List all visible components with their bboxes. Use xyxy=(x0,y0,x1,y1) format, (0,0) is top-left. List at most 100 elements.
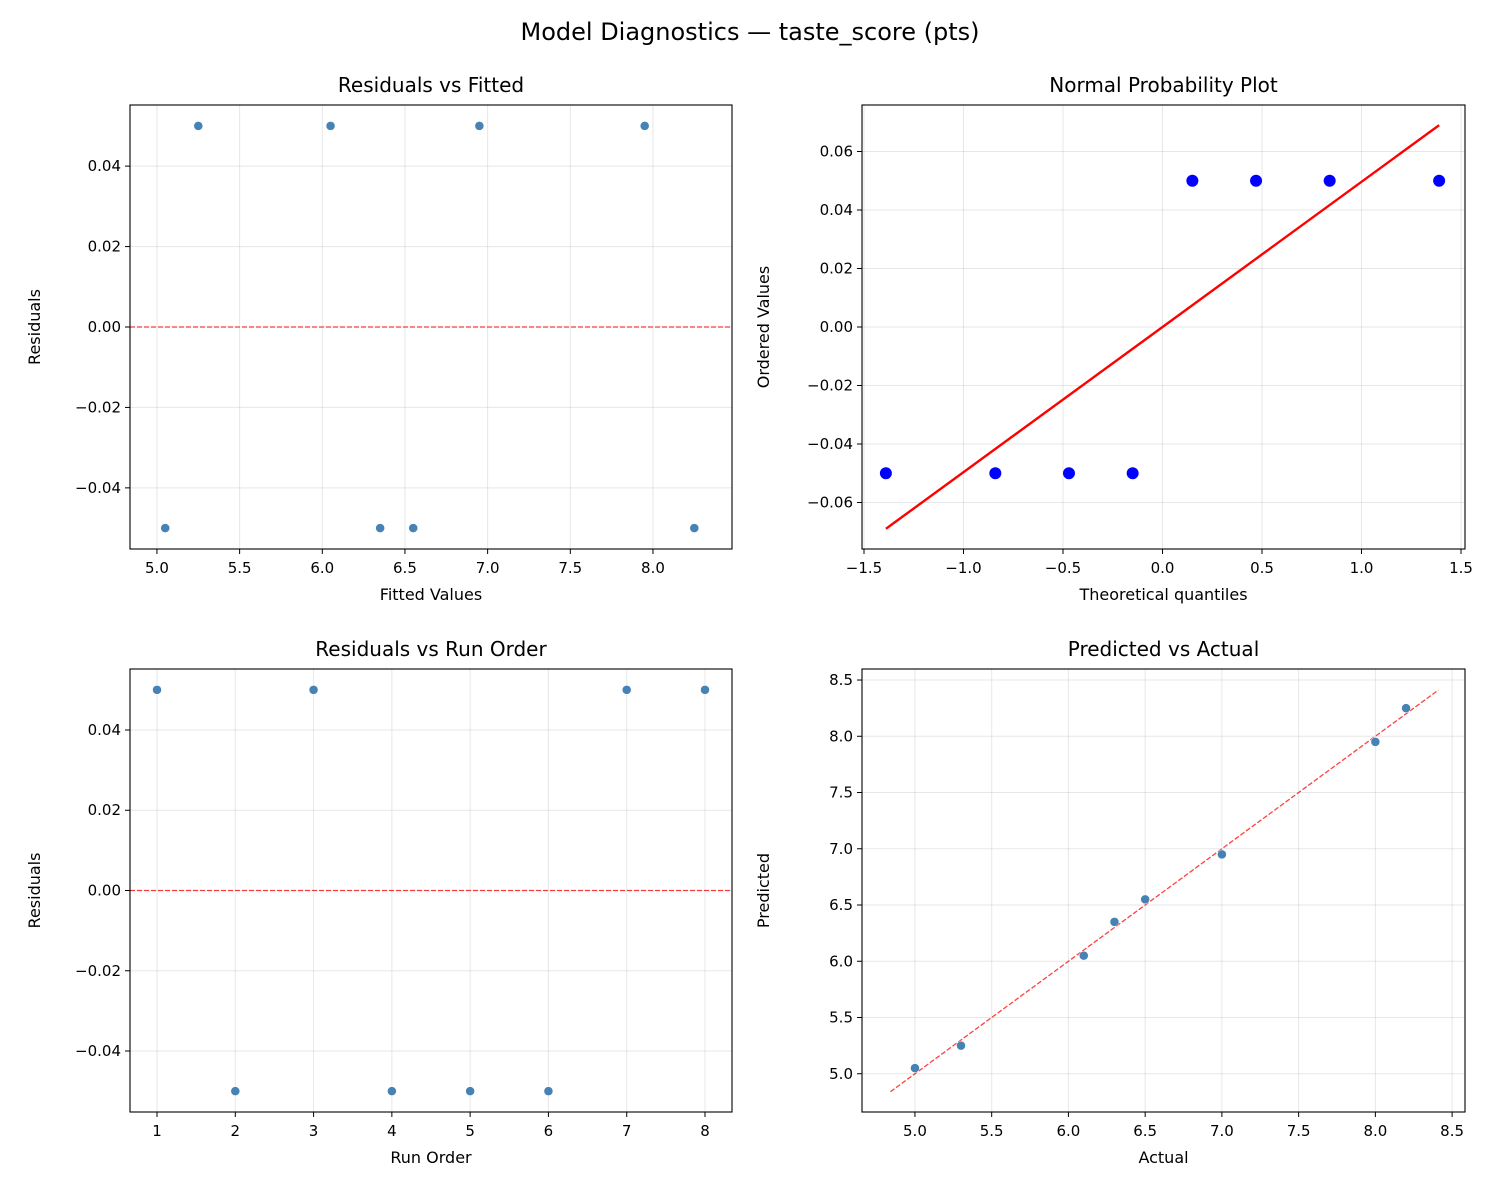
data-point xyxy=(1217,849,1227,860)
data-point xyxy=(1186,174,1199,187)
x-tick-label: 5.0 xyxy=(903,1122,927,1140)
data-point xyxy=(375,523,385,533)
y-tick-label: 0.00 xyxy=(88,318,121,336)
data-point xyxy=(956,1040,966,1051)
y-tick-label: 8.0 xyxy=(829,727,853,745)
subplot-2: −1.5 −1.0 −0.5 0.0 0.5 1.0 1.5 −0.06 −0.04 −0.02 0… xyxy=(754,73,1473,604)
y-tick-label: 6.5 xyxy=(829,896,853,914)
subplot-title: Residuals vs Run Order xyxy=(315,637,547,661)
y-tick-label: 0.02 xyxy=(88,801,121,819)
x-tick-label: 4 xyxy=(387,1122,397,1140)
x-axis-label: Actual xyxy=(1138,1148,1188,1167)
x-tick-label: 7.0 xyxy=(1210,1122,1234,1140)
subplot-4: 5.0 5.5 6.0 6.5 7.0 7.5 8.0 8.5 5.0 5.5 6.0 6.5 7.0 7… xyxy=(754,637,1466,1167)
x-tick-label: 8.5 xyxy=(1440,1122,1464,1140)
y-tick-label: 0.04 xyxy=(88,721,121,739)
x-tick-label: 1 xyxy=(152,1122,162,1140)
data-point xyxy=(1062,467,1075,480)
y-tick-label: −0.04 xyxy=(75,479,121,497)
data-point xyxy=(1323,174,1336,187)
x-axis-label: Run Order xyxy=(390,1148,472,1167)
x-tick-label: −1.0 xyxy=(945,559,981,577)
x-tick-label: 1.0 xyxy=(1350,559,1374,577)
y-tick-label: 0.00 xyxy=(88,882,121,900)
x-tick-label: 7 xyxy=(622,1122,632,1140)
axes-frame xyxy=(129,668,733,1113)
y-tick-label: −0.06 xyxy=(807,493,853,511)
y-tick-label: −0.02 xyxy=(807,376,853,394)
y-axis-label: Residuals xyxy=(25,289,44,365)
subplot-title: Residuals vs Fitted xyxy=(338,73,524,97)
y-axis-label: Predicted xyxy=(754,853,773,928)
data-point xyxy=(689,523,700,533)
y-tick-label: 6.0 xyxy=(829,952,853,970)
data-point xyxy=(1401,703,1411,713)
x-tick-label: 3 xyxy=(309,1122,319,1140)
y-tick-label: 0.02 xyxy=(88,238,121,256)
y-tick-label: −0.04 xyxy=(807,435,853,453)
x-tick-label: 1.5 xyxy=(1449,559,1473,577)
data-point xyxy=(1250,174,1263,187)
x-tick-label: 6.5 xyxy=(1133,1122,1157,1140)
x-tick-label: 5.5 xyxy=(980,1122,1004,1140)
y-axis-label: Residuals xyxy=(25,853,44,929)
y-tick-label: 7.0 xyxy=(829,840,853,858)
subplot-title: Predicted vs Actual xyxy=(1068,637,1260,661)
x-tick-label: 7.5 xyxy=(558,559,582,577)
data-point xyxy=(474,121,485,131)
data-point xyxy=(1370,737,1381,747)
x-tick-label: 0.0 xyxy=(1151,559,1175,577)
data-point xyxy=(989,467,1002,480)
data-point xyxy=(621,685,632,695)
data-point xyxy=(230,1086,241,1096)
x-axis-label: Fitted Values xyxy=(380,585,482,604)
data-point xyxy=(639,121,650,131)
data-point xyxy=(1126,467,1139,480)
x-tick-label: 8.0 xyxy=(1363,1122,1387,1140)
axes-frame xyxy=(861,668,1466,1113)
x-tick-label: −1.5 xyxy=(846,559,882,577)
data-point xyxy=(465,1086,475,1096)
x-tick-label: 7.0 xyxy=(476,559,500,577)
x-tick-label: 6.0 xyxy=(1056,1122,1080,1140)
y-tick-label: 0.02 xyxy=(820,260,853,278)
subplot-3: 1 2 3 4 5 6 7 8 −0.04 −0.02 0.00 0.02 0.04 Residuals … xyxy=(25,637,733,1167)
x-tick-label: 5.5 xyxy=(228,559,252,577)
y-tick-label: 8.5 xyxy=(829,671,853,689)
data-point xyxy=(193,121,204,131)
y-tick-label: 0.04 xyxy=(88,157,121,175)
data-point xyxy=(1433,174,1446,187)
y-tick-label: 7.5 xyxy=(829,784,853,802)
x-tick-label: 0.5 xyxy=(1250,559,1274,577)
data-point xyxy=(1109,917,1120,927)
x-axis-label: Theoretical quantiles xyxy=(1078,585,1247,604)
data-point xyxy=(1079,950,1089,961)
reference-line xyxy=(885,124,1440,530)
data-point xyxy=(543,1086,554,1096)
y-tick-label: 5.0 xyxy=(829,1065,853,1083)
data-point xyxy=(408,523,418,533)
y-tick-label: 0.04 xyxy=(820,201,853,219)
y-tick-label: −0.02 xyxy=(75,962,121,980)
data-point xyxy=(325,121,336,131)
data-point xyxy=(152,685,162,695)
data-point xyxy=(879,467,892,480)
reference-line xyxy=(890,689,1439,1093)
subplot-1: 5.0 5.5 6.0 6.5 7.0 7.5 8.0 −0.04 −0.02 0.00 0.02 0… xyxy=(25,73,733,604)
axes-frame xyxy=(129,104,733,550)
figure-title: Model Diagnostics — taste_score (pts) xyxy=(520,18,980,46)
x-tick-label: 5.0 xyxy=(145,559,169,577)
data-point xyxy=(910,1063,920,1073)
x-tick-label: 5 xyxy=(465,1122,475,1140)
y-tick-label: −0.02 xyxy=(75,398,121,416)
x-tick-label: 2 xyxy=(231,1122,241,1140)
x-tick-label: 8.0 xyxy=(641,559,665,577)
subplot-title: Normal Probability Plot xyxy=(1049,73,1278,97)
x-tick-label: 6 xyxy=(544,1122,554,1140)
data-point xyxy=(1140,894,1150,905)
x-tick-label: 6.0 xyxy=(310,559,334,577)
data-point xyxy=(387,1086,397,1096)
data-point xyxy=(308,685,319,695)
axes-frame xyxy=(861,104,1466,550)
